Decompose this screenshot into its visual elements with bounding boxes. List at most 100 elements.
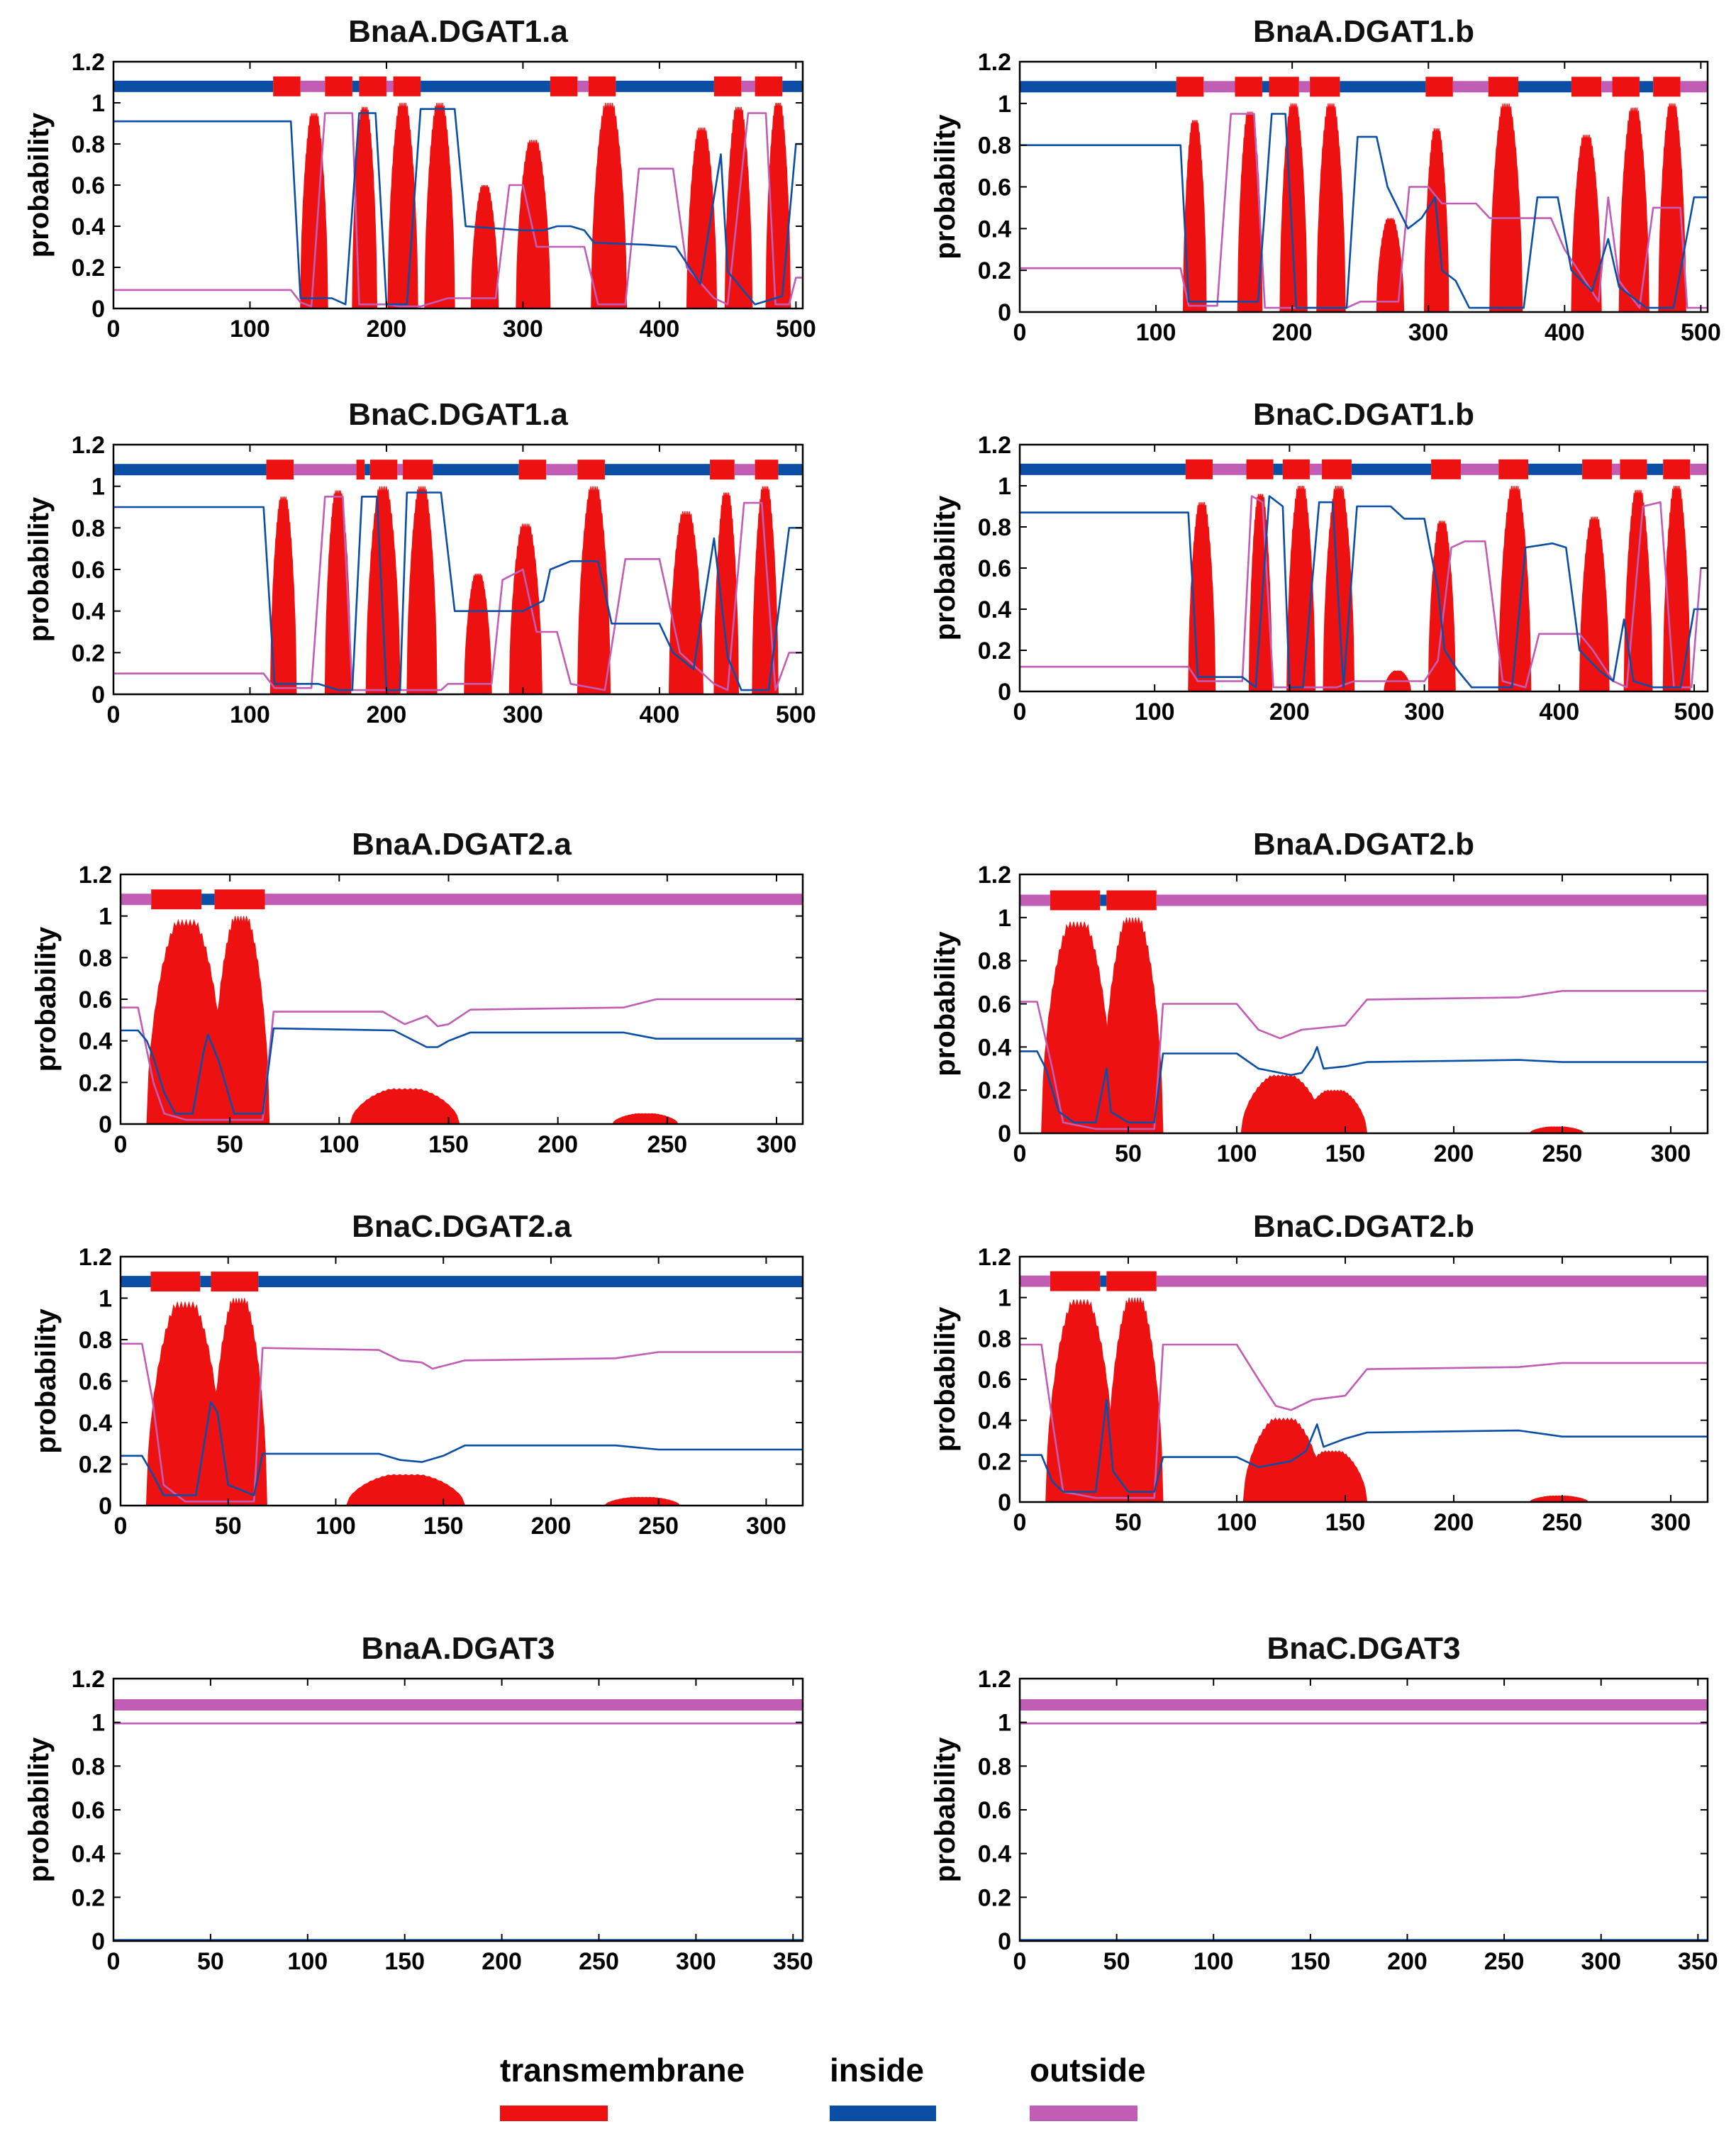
y-tick-label: 0.2	[978, 1448, 1011, 1475]
tm-peak-1	[1045, 1299, 1116, 1502]
chart-title: BnaC.DGAT1.a	[348, 397, 568, 432]
x-tick-label: 300	[1651, 1509, 1691, 1536]
outside-probability-line	[121, 998, 803, 1121]
y-tick-label: 0.2	[72, 640, 105, 667]
topology-segment-transmembrane	[1653, 77, 1681, 97]
y-tick-label: 0	[998, 679, 1011, 706]
x-tick-label: 100	[1217, 1509, 1257, 1536]
topology-segment-transmembrane	[150, 1272, 201, 1292]
topology-segment-transmembrane	[356, 460, 365, 480]
x-tick-label: 150	[1290, 1948, 1330, 1975]
topology-segment-transmembrane	[151, 889, 202, 910]
tm-peak-2	[210, 1298, 267, 1506]
topology-segment-outside	[577, 80, 589, 92]
x-tick-label: 500	[1674, 699, 1715, 725]
tm-peak-2	[352, 106, 378, 308]
topology-segment-inside	[1518, 81, 1571, 93]
outside-probability-line	[1020, 495, 1708, 689]
topology-segment-transmembrane	[1425, 77, 1453, 97]
x-tick-label: 0	[1013, 1140, 1027, 1167]
x-tick-label: 300	[757, 1131, 797, 1158]
chart-title: BnaA.DGAT1.a	[348, 14, 568, 49]
y-tick-label: 1.2	[79, 1244, 112, 1271]
topology-segment-transmembrane	[1498, 459, 1529, 479]
topology-segment-inside	[616, 80, 714, 92]
tm-peak-1	[269, 496, 297, 694]
x-tick-label: 400	[640, 316, 680, 343]
chart-panel-4: BnaC.DGAT1.b probability 0 0.2 0.4 0.6 0.8 1 1.2…	[930, 397, 1714, 725]
y-tick-label: 0.2	[72, 1884, 105, 1911]
topology-segment-inside	[604, 464, 711, 476]
x-tick-label: 400	[640, 701, 680, 728]
tm-peak-4	[604, 1496, 681, 1506]
topology-segment-transmembrane	[1282, 459, 1310, 479]
tm-peak-6	[516, 140, 551, 308]
y-tick-label: 0.8	[79, 1327, 112, 1354]
topology-segment-transmembrane	[1663, 459, 1691, 479]
topology-segment-outside	[121, 894, 152, 906]
tm-peak-3	[365, 486, 401, 694]
x-tick-label: 200	[538, 1131, 578, 1158]
y-tick-label: 0	[91, 1928, 105, 1955]
y-tick-label: 0.4	[72, 599, 105, 625]
y-tick-label: 0.4	[978, 216, 1011, 243]
plot-area	[1020, 459, 1708, 691]
y-tick-label: 0.6	[978, 991, 1011, 1018]
topology-segment-transmembrane	[550, 76, 578, 96]
topology-segment-transmembrane	[1269, 77, 1299, 97]
topology-segment-transmembrane	[1106, 1271, 1157, 1291]
topology-segment-outside	[1680, 81, 1708, 93]
y-tick-label: 0.4	[72, 1841, 105, 1868]
x-tick-label: 300	[1651, 1140, 1691, 1167]
tm-peak-4	[1316, 103, 1346, 312]
y-tick-label: 0.8	[72, 1753, 105, 1780]
topology-segment-transmembrane	[1235, 77, 1262, 97]
y-tick-label: 1	[998, 1285, 1011, 1312]
y-tick-label: 0.8	[978, 948, 1011, 975]
inside-probability-line	[1020, 1398, 1708, 1493]
inside-probability-line	[1020, 113, 1708, 309]
y-tick-label: 0.4	[978, 596, 1011, 623]
y-tick-label: 0.6	[978, 1367, 1011, 1394]
topology-segment-transmembrane	[1106, 890, 1157, 911]
x-tick-label: 200	[482, 1948, 522, 1975]
chart-title: BnaA.DGAT2.b	[1253, 827, 1474, 862]
topology-segment-inside	[1340, 81, 1426, 93]
y-tick-label: 0.4	[978, 1841, 1011, 1868]
x-tick-label: 300	[1404, 699, 1445, 725]
topology-segment-transmembrane	[1488, 77, 1519, 97]
y-tick-label: 1.2	[978, 432, 1011, 459]
outside-probability-line	[113, 112, 803, 308]
y-tick-label: 1.2	[72, 1666, 105, 1693]
x-tick-label: 100	[1217, 1140, 1257, 1167]
tm-peak-7	[1489, 103, 1523, 312]
y-tick-label: 0.8	[72, 515, 105, 542]
topology-segment-transmembrane	[577, 460, 605, 480]
y-tick-label: 0.6	[978, 555, 1011, 582]
topology-segment-transmembrane	[1620, 459, 1647, 479]
y-tick-label: 0.6	[72, 557, 105, 584]
tm-peak-1	[1182, 120, 1207, 312]
chart-title: BnaA.DGAT2.a	[352, 827, 572, 862]
x-tick-label: 0	[1013, 1509, 1027, 1536]
tm-peak-5	[1376, 218, 1405, 312]
x-tick-label: 200	[531, 1513, 572, 1540]
topology-segment-transmembrane	[266, 460, 294, 480]
y-tick-label: 1.2	[978, 49, 1011, 76]
tm-peak-4	[612, 1113, 679, 1124]
y-tick-label: 0.4	[72, 213, 105, 240]
y-axis-label: probability	[23, 1737, 55, 1882]
y-tick-label: 1	[998, 905, 1011, 932]
y-tick-label: 0.6	[72, 1797, 105, 1824]
y-axis-label: probability	[930, 495, 961, 640]
x-tick-label: 200	[1272, 319, 1313, 346]
y-tick-label: 0.8	[978, 514, 1011, 541]
y-axis-label: probability	[30, 926, 62, 1072]
x-tick-label: 100	[316, 1513, 356, 1540]
topology-segment-outside	[1452, 81, 1489, 93]
x-tick-label: 250	[647, 1131, 687, 1158]
topology-segment-transmembrane	[369, 460, 398, 480]
topology-segment-inside	[352, 80, 360, 92]
inside-probability-line	[121, 1027, 803, 1115]
tm-peak-3	[350, 1088, 460, 1124]
